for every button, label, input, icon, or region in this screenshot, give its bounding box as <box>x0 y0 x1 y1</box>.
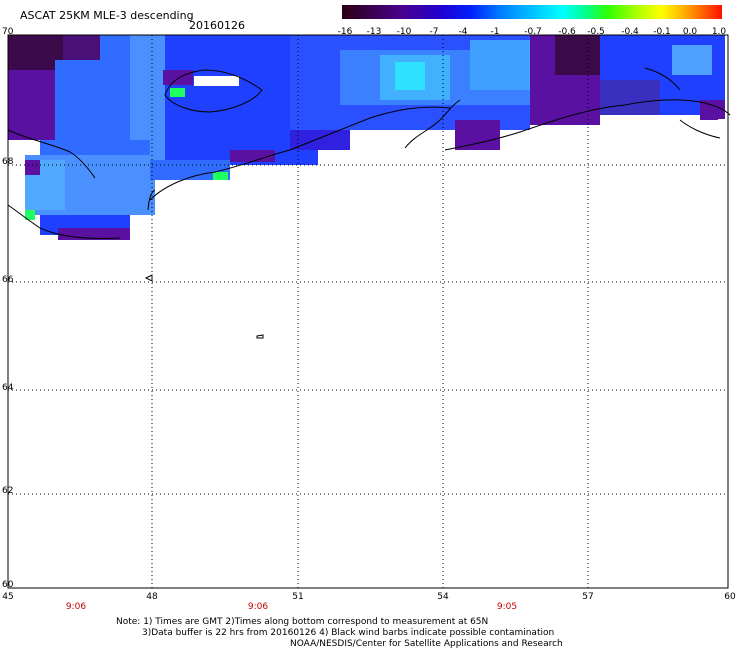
note-line: NOAA/NESDIS/Center for Satellite Applica… <box>290 639 563 649</box>
coastline-path <box>679 119 721 139</box>
colorbar-label: 0.0 <box>682 27 698 37</box>
wind-cell <box>395 62 425 90</box>
x-tick-label: 45 <box>2 592 14 602</box>
coastline-path <box>444 104 626 151</box>
colorbar-label: -0.4 <box>621 27 639 37</box>
wind-field <box>8 35 728 240</box>
y-tick-label: 64 <box>2 383 14 393</box>
grid <box>8 35 728 588</box>
coastline-path <box>149 149 291 201</box>
coastline-path <box>144 274 153 282</box>
wind-cell <box>213 172 228 180</box>
wind-cell <box>600 80 660 115</box>
colorbar-label: -0.1 <box>653 27 671 37</box>
colorbar-label: -10 <box>396 27 412 37</box>
note-line: Note: 1) Times are GMT 2)Times along bot… <box>116 617 489 627</box>
colorbar <box>342 5 722 19</box>
coastline-path <box>7 129 96 179</box>
colorbar-label: -0.7 <box>524 27 542 37</box>
wind-cell <box>150 160 230 180</box>
y-tick-label: 70 <box>2 27 14 37</box>
y-tick-label: 66 <box>2 275 14 285</box>
colorbar-label: -7 <box>429 27 439 37</box>
wind-cell <box>555 35 600 75</box>
wind-cell <box>25 160 40 175</box>
note-line: 3)Data buffer is 22 hrs from 20160126 4)… <box>142 628 555 638</box>
coastline-path <box>404 99 461 149</box>
x-tick-label: 54 <box>437 592 449 602</box>
y-tick-label: 60 <box>2 580 14 590</box>
wind-cell <box>8 35 63 70</box>
wind-cell <box>163 70 193 85</box>
wind-cell <box>672 45 712 75</box>
pass-time: 9:05 <box>496 602 518 612</box>
coastline-path <box>147 189 156 211</box>
coastline-path <box>7 204 121 239</box>
wind-cell <box>230 150 275 162</box>
plot-frame <box>7 34 729 589</box>
wind-cell <box>700 100 725 120</box>
coastline-path <box>289 106 451 151</box>
coastline-path <box>624 99 731 116</box>
x-tick-label: 57 <box>582 592 594 602</box>
wind-cell <box>290 130 350 150</box>
wind-cell <box>470 40 530 90</box>
coastline-path <box>644 67 681 91</box>
map-date: 20160126 <box>189 19 245 32</box>
wind-cell <box>148 35 318 165</box>
colorbar-label: -13 <box>366 27 382 37</box>
wind-cell <box>170 88 185 97</box>
x-tick-label: 60 <box>724 592 736 602</box>
x-tick-label: 51 <box>292 592 304 602</box>
y-tick-label: 68 <box>2 157 14 167</box>
pass-time: 9:06 <box>247 602 269 612</box>
colorbar-label: -4 <box>458 27 468 37</box>
colorbar-label: -0.6 <box>558 27 576 37</box>
wind-cell <box>455 120 500 150</box>
colorbar-label: -16 <box>337 27 353 37</box>
colorbar-label: -0.5 <box>587 27 605 37</box>
wind-cell <box>194 76 239 86</box>
wind-cell <box>718 119 728 131</box>
x-tick-label: 48 <box>146 592 158 602</box>
coastline <box>7 67 731 339</box>
y-tick-label: 62 <box>2 486 14 496</box>
colorbar-label: 1.0 <box>711 27 727 37</box>
map-title: ASCAT 25KM MLE-3 descending <box>20 9 194 22</box>
colorbar-label: -1 <box>490 27 500 37</box>
coastline-path <box>164 69 263 113</box>
pass-time: 9:06 <box>65 602 87 612</box>
wind-cell <box>25 210 35 220</box>
coastline-path <box>256 334 264 339</box>
